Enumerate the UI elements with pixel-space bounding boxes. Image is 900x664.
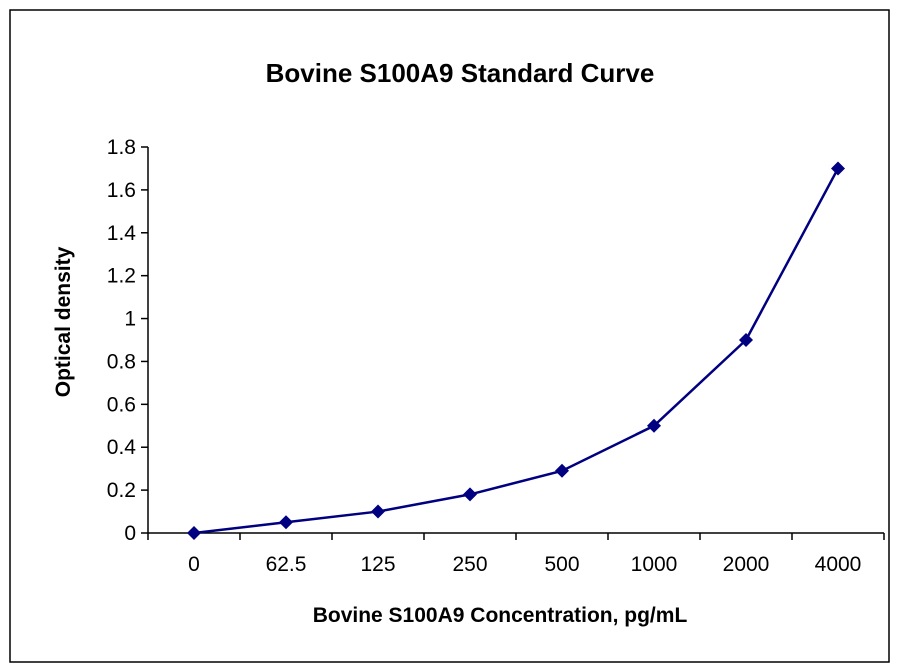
y-tick-label: 0 (124, 522, 136, 545)
x-tick-label: 500 (544, 553, 579, 576)
y-tick-label: 0.8 (107, 350, 136, 373)
data-point (371, 504, 385, 519)
y-tick-label: 0.2 (107, 479, 136, 502)
data-point (555, 463, 569, 478)
series-line-group (187, 161, 845, 540)
y-tick-label: 1 (124, 308, 136, 331)
y-tick-label: 0.6 (107, 393, 136, 416)
y-tick-label: 1.2 (107, 265, 136, 288)
x-axis-ticks: 0 62.5 125 250 500 1000 2000 4000 (147, 533, 885, 576)
x-tick-label: 0 (188, 553, 200, 576)
x-tick-label: 62.5 (266, 553, 307, 576)
chart-frame (9, 9, 890, 663)
x-tick-label: 4000 (815, 553, 862, 576)
x-tick-label: 2000 (723, 553, 770, 576)
data-point (463, 487, 477, 502)
data-point (279, 515, 293, 530)
y-axis-ticks: 0 0.2 0.4 0.6 0.8 1 1.2 1.4 1.6 1.8 (107, 136, 148, 545)
series-line (193, 167, 840, 535)
data-point (187, 526, 201, 540)
x-tick-label: 250 (452, 553, 487, 576)
x-tick-label: 125 (360, 553, 395, 576)
x-tick-label: 1000 (631, 553, 678, 576)
y-tick-label: 1.4 (107, 222, 137, 245)
y-tick-label: 0.4 (107, 436, 137, 459)
y-tick-label: 1.6 (107, 179, 136, 202)
x-axis-label: Bovine S100A9 Concentration, pg/mL (313, 604, 688, 627)
chart-title: Bovine S100A9 Standard Curve (266, 58, 655, 88)
y-axis-label: Optical density (52, 246, 75, 397)
data-point (739, 333, 753, 347)
data-point (831, 161, 845, 176)
data-point (647, 418, 661, 433)
y-tick-label: 1.8 (107, 136, 136, 159)
